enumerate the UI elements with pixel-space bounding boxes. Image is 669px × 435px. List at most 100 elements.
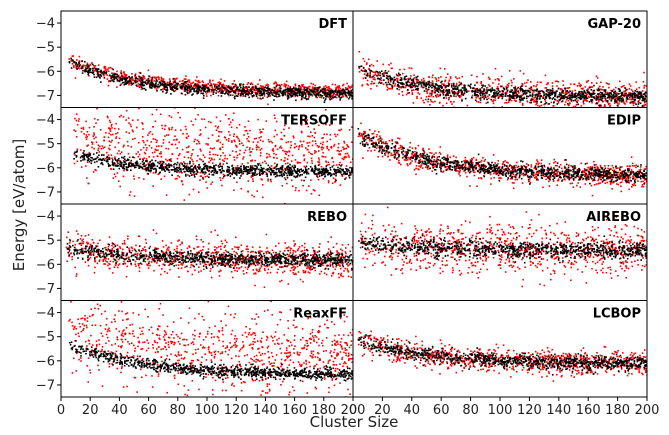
black-point [349, 171, 351, 174]
red-point [521, 102, 524, 105]
red-point [362, 57, 365, 60]
black-point [255, 95, 258, 97]
black-point [276, 91, 278, 94]
black-point [242, 88, 244, 90]
red-point [141, 122, 143, 124]
black-point [153, 163, 156, 166]
red-point [123, 169, 125, 172]
red-point [571, 91, 574, 93]
black-point [627, 93, 629, 96]
red-point [276, 93, 279, 96]
black-point [219, 83, 221, 85]
red-point [498, 79, 500, 82]
red-point [599, 95, 601, 98]
data-points [68, 55, 353, 106]
red-point [624, 90, 627, 92]
black-point [512, 95, 514, 98]
red-point [182, 80, 184, 82]
black-point [196, 91, 198, 93]
red-point [546, 91, 549, 93]
red-point [317, 157, 320, 159]
black-point [143, 84, 146, 87]
black-point [142, 84, 144, 87]
red-point [288, 127, 290, 129]
red-point [109, 75, 112, 77]
red-point [612, 88, 615, 91]
red-point [394, 85, 396, 87]
red-point [302, 88, 304, 91]
red-point [335, 87, 337, 90]
black-point [111, 79, 114, 81]
black-point [479, 89, 482, 92]
black-point [109, 80, 112, 82]
black-point [566, 90, 568, 92]
black-point [350, 94, 352, 96]
black-point [620, 92, 622, 95]
black-point [447, 90, 450, 93]
black-point [224, 93, 226, 95]
red-point [164, 125, 166, 127]
red-point [387, 79, 390, 81]
black-point [170, 93, 172, 95]
black-point [123, 168, 126, 170]
red-point [371, 76, 373, 79]
red-point [240, 83, 242, 85]
red-point [317, 146, 320, 148]
red-point [225, 139, 228, 141]
black-point [286, 167, 288, 169]
red-point [244, 149, 247, 152]
black-point [332, 96, 334, 99]
red-point [562, 92, 564, 94]
red-point [281, 138, 283, 141]
black-point [76, 63, 79, 66]
red-point [226, 157, 229, 160]
red-point [324, 85, 327, 87]
red-point [137, 119, 139, 121]
black-point [633, 92, 636, 95]
red-point [211, 158, 213, 161]
red-point [365, 70, 368, 73]
black-point [553, 101, 555, 103]
red-point [430, 95, 433, 97]
red-point [109, 66, 112, 69]
black-point [208, 89, 210, 92]
black-point [601, 97, 604, 99]
black-point [184, 93, 187, 96]
black-point [479, 88, 481, 91]
black-point [300, 95, 303, 98]
red-point [544, 74, 547, 77]
black-point [173, 168, 175, 171]
black-point [278, 171, 281, 174]
black-point [136, 78, 138, 80]
red-point [160, 152, 162, 155]
black-point [263, 171, 266, 173]
red-point [201, 80, 204, 82]
red-point [423, 80, 425, 83]
red-point [222, 90, 225, 92]
black-point [413, 84, 416, 87]
y-axis-title: Energy [eV/atom] [10, 139, 28, 271]
red-point [274, 89, 276, 91]
black-point [412, 78, 415, 80]
black-point [221, 85, 224, 88]
red-point [338, 129, 340, 131]
black-point [565, 96, 567, 99]
black-point [158, 162, 161, 165]
red-point [552, 89, 554, 91]
black-point [589, 86, 591, 89]
red-point [211, 91, 213, 93]
black-point [435, 84, 438, 86]
black-point [525, 92, 528, 94]
black-point [317, 87, 319, 89]
black-point [327, 90, 330, 92]
red-point [259, 170, 261, 173]
black-point [167, 164, 170, 167]
red-point [72, 61, 75, 63]
red-point [211, 87, 214, 90]
red-point [574, 89, 576, 92]
black-point [400, 78, 403, 80]
black-point [324, 171, 327, 174]
panel-title: GAP-20 [587, 17, 641, 32]
red-point [93, 66, 96, 68]
red-point [536, 104, 539, 107]
